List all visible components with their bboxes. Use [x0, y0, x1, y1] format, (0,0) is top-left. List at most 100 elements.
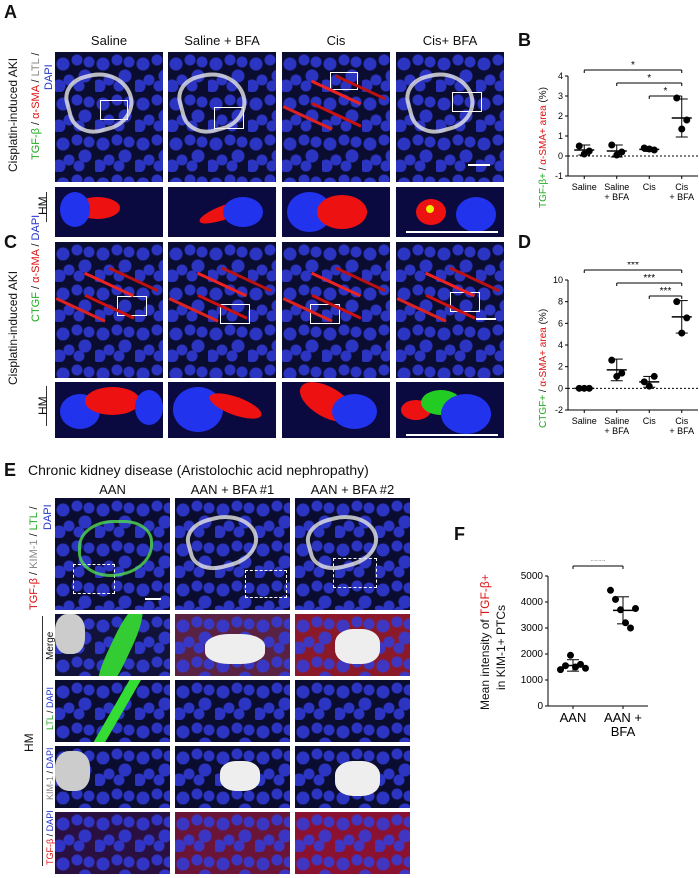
row-stain-sep: /: [45, 831, 55, 839]
panel-c-hm-saline: [55, 382, 163, 438]
x-tick-label: Saline: [572, 182, 597, 192]
col-title-cis-bfa: Cis+ BFA: [422, 33, 478, 48]
data-point: [683, 314, 691, 322]
y-tick-label: 2: [558, 362, 563, 372]
row-stain-kim1: KIM-1: [45, 775, 55, 800]
panel-e-stain-dapi: DAPI: [42, 504, 54, 530]
stain-tgfb: TGF-β: [28, 578, 40, 610]
panel-e-stain-label: TGF-β / KIM-1 / LTL /: [28, 506, 40, 610]
row-stain-tgfb: TGF-β: [45, 838, 55, 865]
scale-bar: [145, 598, 161, 600]
x-tick-label: Saline: [604, 182, 629, 192]
zoom-box: [214, 107, 244, 129]
y-tick-label: 1000: [521, 675, 544, 686]
data-point: [613, 372, 621, 380]
hm-merge-aan: [55, 614, 170, 676]
data-point: [585, 384, 593, 392]
x-tick-label: + BFA: [669, 192, 694, 202]
data-point: [582, 664, 589, 672]
ylabel-tgfb: TGF-β+: [478, 574, 492, 617]
y-tick-label: -2: [555, 405, 563, 415]
hm-merge-aan-bfa-1: [175, 614, 290, 676]
stain-dapi: DAPI: [30, 214, 42, 241]
data-point: [627, 624, 634, 632]
col-title-saline: Saline: [90, 33, 128, 48]
significance-label: *: [631, 60, 635, 71]
y-tick-label: 3000: [521, 623, 544, 634]
zoom-box: [100, 100, 128, 120]
data-point: [640, 378, 648, 386]
panel-c-image-cis: [282, 242, 390, 378]
data-point: [622, 619, 629, 627]
data-point: [608, 141, 616, 149]
col-title-saline-bfa: Saline + BFA: [184, 33, 260, 48]
y-tick-label: 0: [558, 151, 563, 161]
data-point: [618, 148, 626, 156]
col-title-aan-bfa-2: AAN + BFA #2: [310, 482, 395, 497]
x-tick-label: BFA: [611, 724, 636, 739]
y-tick-label: 2000: [521, 649, 544, 660]
ylabel-sma: α-SMA+ area: [538, 105, 549, 165]
panel-e-image-aan: [55, 498, 170, 610]
zoom-box: [117, 296, 147, 316]
panel-a-hm-cis-bfa: [396, 187, 504, 237]
data-point: [683, 116, 691, 124]
x-tick-label: Cis: [675, 182, 688, 192]
hm-tgfb-aan-bfa-2: [295, 812, 410, 874]
y-tick-label: 4: [558, 340, 563, 350]
significance-label: ***: [660, 286, 672, 297]
col-title-aan: AAN: [99, 482, 126, 497]
panel-c-separator: [46, 386, 47, 426]
y-tick-label: 3: [558, 91, 563, 101]
y-tick-label: 8: [558, 297, 563, 307]
y-tick-label: 6: [558, 318, 563, 328]
panel-d-ylabel: CTGF+ / α-SMA+ area (%): [538, 309, 549, 428]
panel-a-separator: [46, 192, 47, 222]
significance-label: ***: [627, 262, 639, 271]
panel-a-letter: A: [4, 2, 17, 22]
col-title-cis: Cis: [326, 33, 346, 48]
zoom-box: [450, 292, 480, 312]
panel-f-ylabel-line2: in KIM-1+ PTCs: [494, 604, 508, 690]
panel-a-image-saline-bfa: [168, 52, 276, 182]
data-point: [612, 595, 619, 603]
panel-a-hm-saline-bfa: [168, 187, 276, 237]
panel-c-image-cis-bfa: [396, 242, 504, 378]
row-stain-dapi: DAPI: [45, 686, 55, 708]
hm-ltl-aan-bfa-1: [175, 680, 290, 742]
panel-b-letter: B: [518, 30, 531, 50]
data-point: [580, 384, 588, 392]
row-stain-sep: /: [45, 707, 55, 716]
panel-a-hm-saline: [55, 187, 163, 237]
x-tick-label: Cis: [675, 416, 688, 426]
stain-sep-1: /: [28, 568, 40, 578]
hm-kim1-aan-bfa-1: [175, 746, 290, 808]
y-tick-label: 4: [558, 71, 563, 81]
panel-e-image-aan-bfa-1: [175, 498, 290, 610]
stain-sma: α-SMA: [30, 249, 42, 283]
panel-a-side-label: Cisplatin-induced AKI: [6, 57, 20, 172]
zoom-box: [220, 304, 250, 324]
stain-sep-2: /: [28, 530, 40, 540]
hm-tgfb-aan: [55, 812, 170, 874]
y-tick-label: 4000: [521, 597, 544, 608]
panel-b-ylabel: TGF-β+ / α-SMA+ area (%): [538, 87, 549, 208]
panel-e-title: Chronic kidney disease (Aristolochic aci…: [28, 462, 369, 478]
panel-e-letter: E: [4, 460, 17, 480]
ylabel-tgfb: TGF-β+: [538, 173, 549, 208]
significance-label: *: [647, 73, 651, 84]
row-label-ltl-dapi: LTL / DAPI: [45, 687, 55, 730]
panel-a-image-saline: [55, 52, 163, 182]
y-tick-label: 5000: [521, 571, 544, 582]
data-point: [645, 382, 653, 390]
panel-d-letter: D: [518, 232, 531, 252]
panel-a-hm-label: HM: [36, 196, 50, 215]
y-tick-label: 0: [537, 701, 543, 712]
ylabel-sep: /: [538, 386, 549, 395]
row-label-kim1-dapi: KIM-1 / DAPI: [45, 747, 55, 800]
data-point: [575, 384, 583, 392]
x-tick-label: + BFA: [604, 192, 629, 202]
x-tick-label: Cis: [643, 182, 656, 192]
